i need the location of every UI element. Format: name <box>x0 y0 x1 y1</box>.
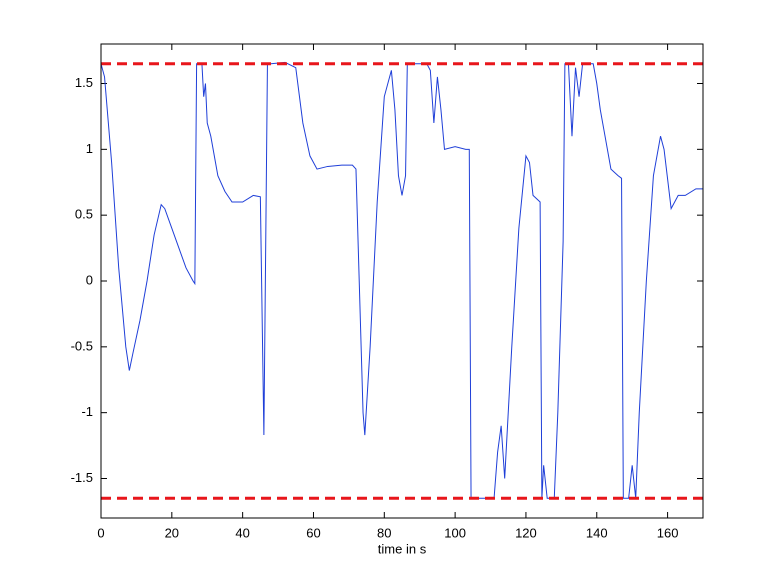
x-tick-label: 100 <box>444 525 466 540</box>
x-tick-label: 140 <box>586 525 608 540</box>
x-tick-label: 20 <box>165 525 179 540</box>
x-axis-label: time in s <box>378 541 427 556</box>
x-tick-label: 80 <box>377 525 391 540</box>
x-tick-label: 160 <box>657 525 679 540</box>
y-tick-label: 1 <box>86 141 93 156</box>
y-tick-label: 0.5 <box>75 207 93 222</box>
x-tick-label: 60 <box>306 525 320 540</box>
y-tick-label: 0 <box>86 272 93 287</box>
y-tick-label: 1.5 <box>75 75 93 90</box>
x-tick-label: 0 <box>97 525 104 540</box>
x-tick-label: 120 <box>515 525 537 540</box>
y-tick-label: -1.5 <box>71 470 93 485</box>
plot-frame <box>100 43 704 519</box>
y-tick-label: -1 <box>81 404 93 419</box>
x-tick-label: 40 <box>235 525 249 540</box>
y-tick-label: -0.5 <box>71 338 93 353</box>
